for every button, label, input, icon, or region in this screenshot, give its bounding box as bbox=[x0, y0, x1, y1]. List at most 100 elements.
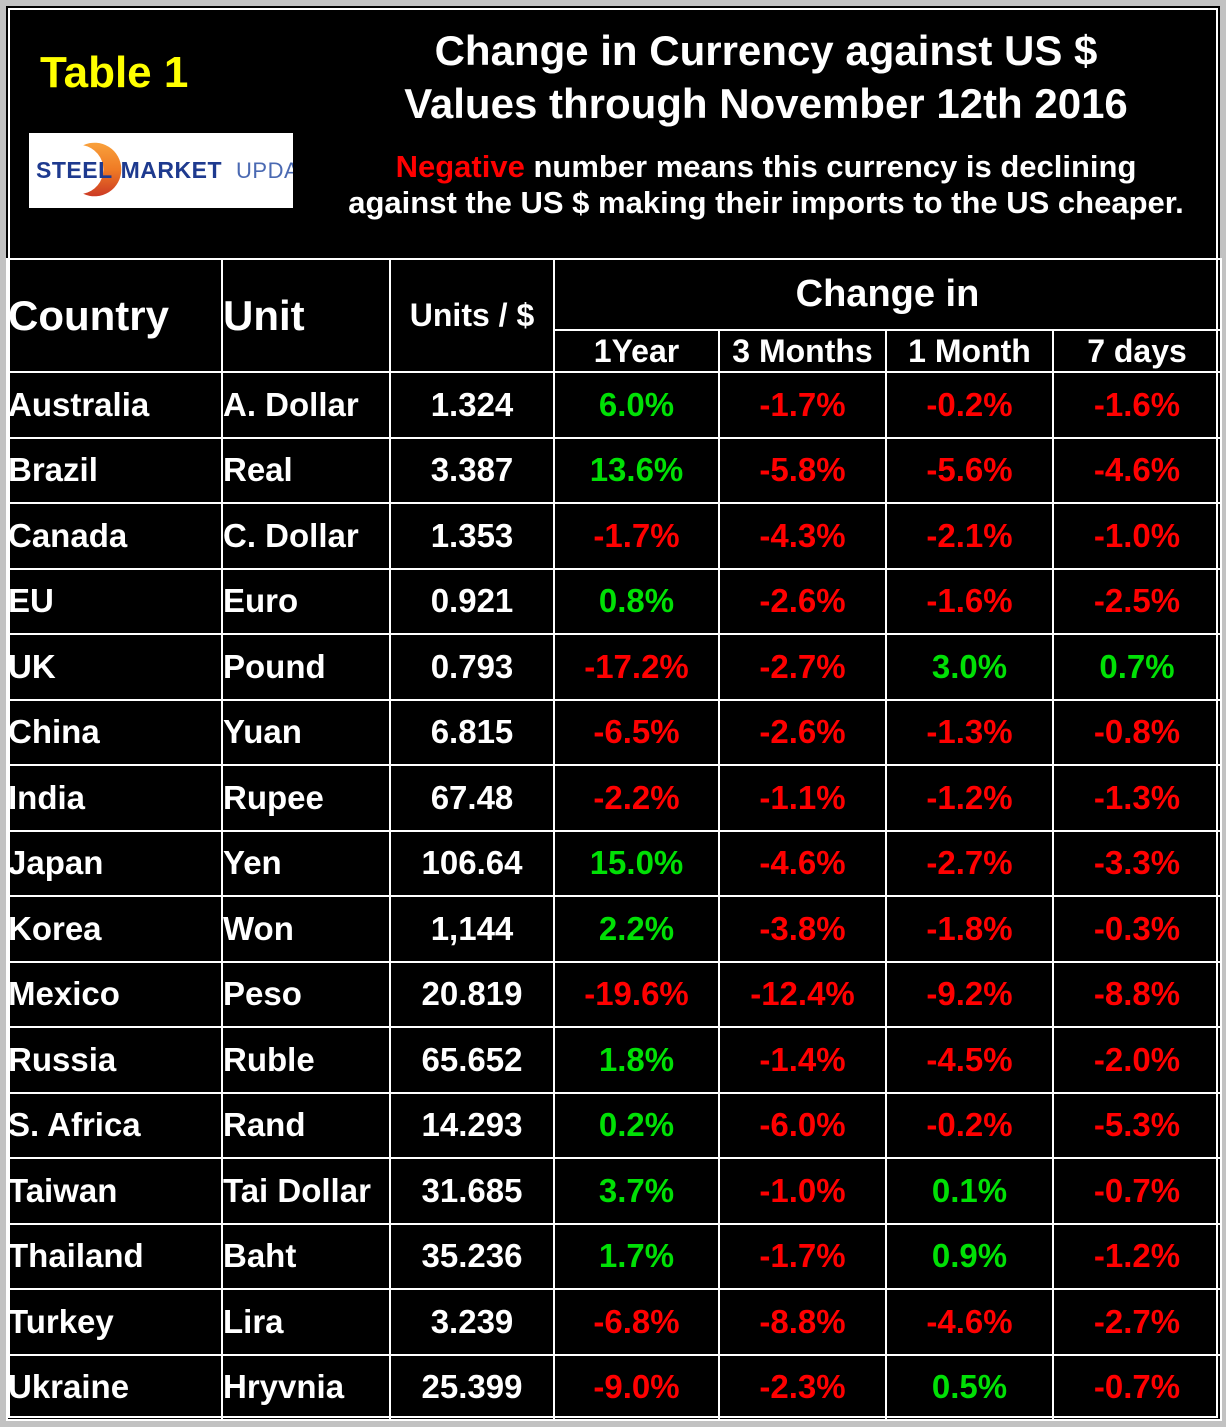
country-cell: Korea bbox=[6, 895, 223, 963]
change-7days-cell: 0.7% bbox=[1052, 633, 1222, 701]
change-1month-cell: 3.0% bbox=[885, 633, 1054, 701]
change-3months-cell: -8.8% bbox=[718, 1288, 887, 1356]
change-7days-cell: -2.5% bbox=[1052, 567, 1222, 635]
change-7days-cell: -4.6% bbox=[1052, 436, 1222, 504]
column-header-1year: 1Year bbox=[553, 329, 720, 373]
change-1month-cell: -0.2% bbox=[885, 371, 1054, 439]
country-cell: Brazil bbox=[6, 436, 223, 504]
change-1year-cell: 0.8% bbox=[553, 567, 720, 635]
units-per-dollar-cell: 25.399 bbox=[389, 1353, 555, 1421]
country-cell: Turkey bbox=[6, 1288, 223, 1356]
country-cell: Russia bbox=[6, 1026, 223, 1094]
note-line1: number means this currency is declining bbox=[524, 149, 1137, 184]
change-1year-cell: -9.0% bbox=[553, 1353, 720, 1421]
table-row: Canada C. Dollar 1.353 -1.7% -4.3% -2.1%… bbox=[6, 502, 1222, 570]
units-per-dollar-cell: 14.293 bbox=[389, 1091, 555, 1159]
change-3months-cell: -1.0% bbox=[718, 1157, 887, 1225]
country-cell: Taiwan bbox=[6, 1157, 223, 1225]
change-1year-cell: 15.0% bbox=[553, 829, 720, 897]
note-highlight: Negative bbox=[395, 149, 525, 184]
unit-cell: Real bbox=[221, 436, 391, 504]
change-7days-cell: -8.8% bbox=[1052, 960, 1222, 1028]
change-1year-cell: 1.8% bbox=[553, 1026, 720, 1094]
change-1month-cell: -1.8% bbox=[885, 895, 1054, 963]
change-1year-cell: 2.2% bbox=[553, 895, 720, 963]
change-7days-cell: -5.3% bbox=[1052, 1091, 1222, 1159]
change-1month-cell: -1.6% bbox=[885, 567, 1054, 635]
unit-cell: Yen bbox=[221, 829, 391, 897]
column-header-units-per-dollar: Units / $ bbox=[389, 258, 555, 373]
table-row: Brazil Real 3.387 13.6% -5.8% -5.6% -4.6… bbox=[6, 436, 1222, 504]
unit-cell: Ruble bbox=[221, 1026, 391, 1094]
change-7days-cell: -1.6% bbox=[1052, 371, 1222, 439]
change-1year-cell: -17.2% bbox=[553, 633, 720, 701]
table-body: Australia A. Dollar 1.324 6.0% -1.7% -0.… bbox=[6, 371, 1222, 1421]
change-1month-cell: 0.5% bbox=[885, 1353, 1054, 1421]
unit-cell: Rand bbox=[221, 1091, 391, 1159]
change-3months-cell: -2.7% bbox=[718, 633, 887, 701]
change-7days-cell: -0.7% bbox=[1052, 1157, 1222, 1225]
currency-table: Country Unit Units / $ Change in 1Year 3… bbox=[6, 258, 1222, 1421]
change-1year-cell: 1.7% bbox=[553, 1222, 720, 1290]
change-7days-cell: -1.3% bbox=[1052, 764, 1222, 832]
table-row: Mexico Peso 20.819 -19.6% -12.4% -9.2% -… bbox=[6, 960, 1222, 1028]
logo-word-update: UPDATE bbox=[236, 157, 293, 183]
change-3months-cell: -12.4% bbox=[718, 960, 887, 1028]
table-row: Korea Won 1,144 2.2% -3.8% -1.8% -0.3% bbox=[6, 895, 1222, 963]
logo-word-market: MARKET bbox=[120, 157, 223, 183]
change-1year-cell: -6.5% bbox=[553, 698, 720, 766]
change-3months-cell: -1.7% bbox=[718, 1222, 887, 1290]
country-cell: Thailand bbox=[6, 1222, 223, 1290]
steel-market-update-logo: STEEL MARKET UPDATE bbox=[29, 133, 293, 208]
units-per-dollar-cell: 1.353 bbox=[389, 502, 555, 570]
page-title-line1: Change in Currency against US $ bbox=[434, 27, 1098, 74]
units-per-dollar-cell: 20.819 bbox=[389, 960, 555, 1028]
units-per-dollar-cell: 6.815 bbox=[389, 698, 555, 766]
change-1year-cell: 3.7% bbox=[553, 1157, 720, 1225]
change-7days-cell: -0.8% bbox=[1052, 698, 1222, 766]
units-per-dollar-cell: 1.324 bbox=[389, 371, 555, 439]
change-1year-cell: -19.6% bbox=[553, 960, 720, 1028]
note: Negative number means this currency is d… bbox=[316, 149, 1216, 221]
crescent-swoosh-icon bbox=[83, 142, 122, 197]
table-header: Country Unit Units / $ Change in 1Year 3… bbox=[6, 258, 1222, 373]
change-7days-cell: -1.2% bbox=[1052, 1222, 1222, 1290]
change-3months-cell: -2.6% bbox=[718, 567, 887, 635]
units-per-dollar-cell: 3.387 bbox=[389, 436, 555, 504]
country-cell: Mexico bbox=[6, 960, 223, 1028]
units-per-dollar-cell: 0.921 bbox=[389, 567, 555, 635]
unit-cell: Peso bbox=[221, 960, 391, 1028]
table-row: India Rupee 67.48 -2.2% -1.1% -1.2% -1.3… bbox=[6, 764, 1222, 832]
change-3months-cell: -2.6% bbox=[718, 698, 887, 766]
change-7days-cell: -2.0% bbox=[1052, 1026, 1222, 1094]
column-group-change-in: Change in bbox=[553, 258, 1222, 331]
change-1year-cell: -1.7% bbox=[553, 502, 720, 570]
table-row: EU Euro 0.921 0.8% -2.6% -1.6% -2.5% bbox=[6, 567, 1222, 635]
country-cell: EU bbox=[6, 567, 223, 635]
change-1year-cell: 0.2% bbox=[553, 1091, 720, 1159]
table-number-label: Table 1 bbox=[40, 48, 189, 97]
change-3months-cell: -2.3% bbox=[718, 1353, 887, 1421]
unit-cell: Rupee bbox=[221, 764, 391, 832]
change-1year-cell: -2.2% bbox=[553, 764, 720, 832]
change-1month-cell: -5.6% bbox=[885, 436, 1054, 504]
country-cell: India bbox=[6, 764, 223, 832]
change-3months-cell: -6.0% bbox=[718, 1091, 887, 1159]
change-3months-cell: -1.7% bbox=[718, 371, 887, 439]
unit-cell: Yuan bbox=[221, 698, 391, 766]
country-cell: Ukraine bbox=[6, 1353, 223, 1421]
table-row: Taiwan Tai Dollar 31.685 3.7% -1.0% 0.1%… bbox=[6, 1157, 1222, 1225]
table-row: China Yuan 6.815 -6.5% -2.6% -1.3% -0.8% bbox=[6, 698, 1222, 766]
unit-cell: Euro bbox=[221, 567, 391, 635]
units-per-dollar-cell: 0.793 bbox=[389, 633, 555, 701]
change-1month-cell: 0.9% bbox=[885, 1222, 1054, 1290]
units-per-dollar-cell: 1,144 bbox=[389, 895, 555, 963]
unit-cell: Won bbox=[221, 895, 391, 963]
country-cell: UK bbox=[6, 633, 223, 701]
units-per-dollar-cell: 31.685 bbox=[389, 1157, 555, 1225]
header: Table 1 STEEL MARKET UPDATE Change in bbox=[6, 6, 1220, 258]
change-1month-cell: -0.2% bbox=[885, 1091, 1054, 1159]
change-7days-cell: -0.3% bbox=[1052, 895, 1222, 963]
country-cell: Canada bbox=[6, 502, 223, 570]
